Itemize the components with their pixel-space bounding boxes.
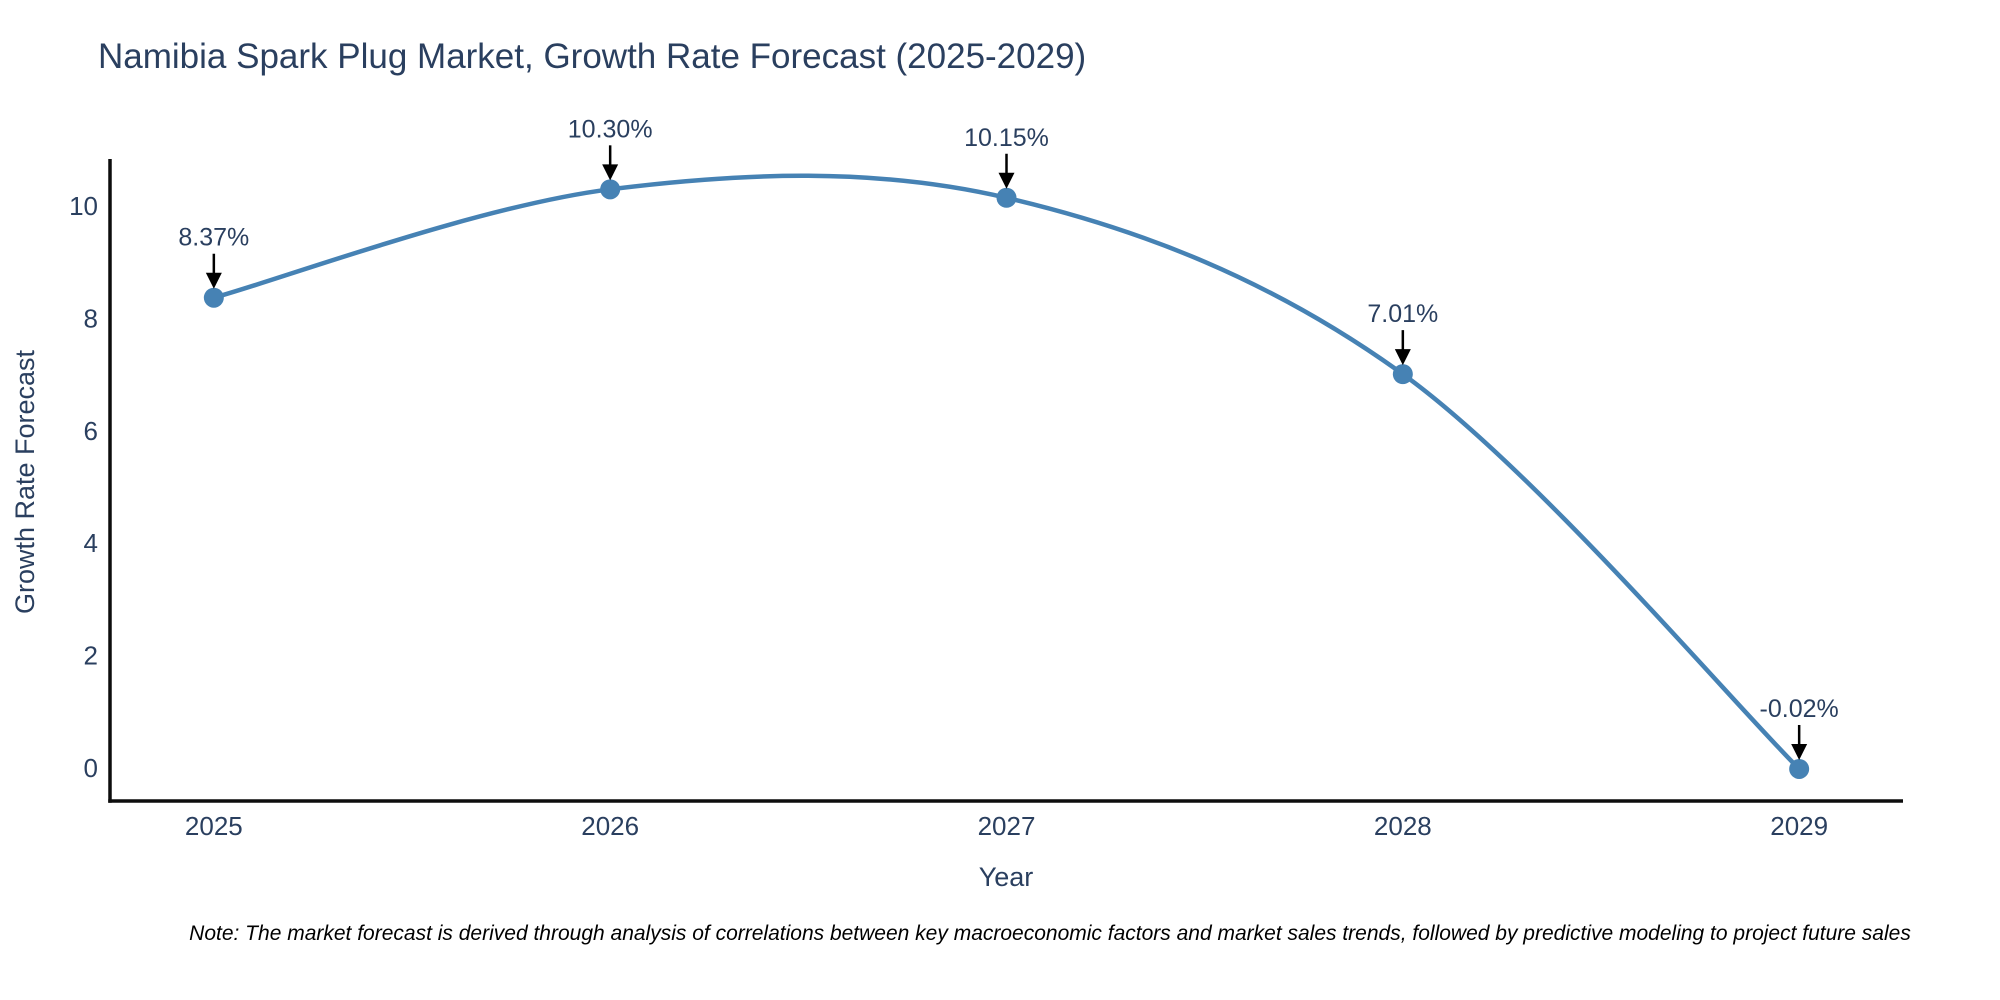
data-point-marker [1392,364,1413,385]
x-tick-label: 2027 [978,811,1036,841]
data-point-marker [1789,758,1810,779]
y-tick-label: 10 [69,191,98,221]
annotation-arrowhead [998,172,1015,189]
x-tick-label: 2028 [1374,811,1432,841]
data-point-marker [203,287,224,308]
data-point-marker [600,179,621,200]
x-tick-label: 2029 [1770,811,1828,841]
footnote: Note: The market forecast is derived thr… [189,922,1911,945]
x-tick-label: 2025 [185,811,243,841]
y-tick-label: 6 [84,416,98,446]
annotation-arrowhead [1791,743,1808,760]
annotation-label: -0.02% [1760,695,1839,723]
annotation-label: 10.15% [964,124,1049,152]
x-tick-label: 2026 [581,811,639,841]
series-line [211,173,1802,772]
y-axis-title: Growth Rate Forecast [10,349,40,614]
y-tick-label: 8 [84,304,98,334]
annotation-arrowhead [205,272,222,289]
data-point-marker [996,187,1017,208]
annotation-label: 7.01% [1367,300,1438,328]
annotation-label: 10.30% [568,115,653,143]
plot-area: 0 2 4 6 8 10 2025 2026 2027 2028 2029 8.37% 10.30% 10… [69,115,1903,841]
annotation-arrowhead [602,164,619,181]
y-tick-label: 4 [84,528,98,558]
y-tick-label: 0 [84,753,98,783]
x-axis-title: Year [979,862,1034,892]
chart-title: Namibia Spark Plug Market, Growth Rate F… [98,37,1086,76]
y-tick-label: 2 [84,641,98,671]
annotation-label: 8.37% [178,224,249,252]
annotation-arrowhead [1394,349,1411,366]
